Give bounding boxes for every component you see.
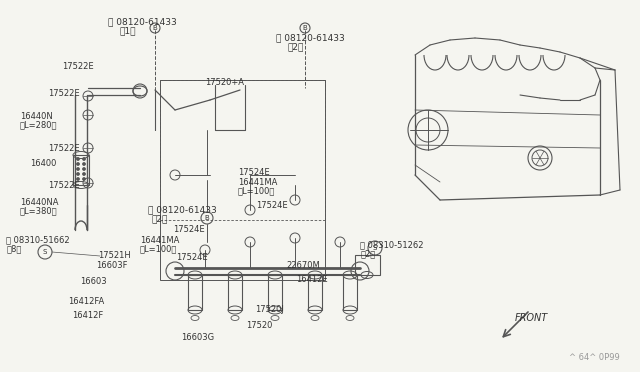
Text: （L=280）: （L=280） — [20, 121, 58, 129]
Text: 17521H: 17521H — [98, 251, 131, 260]
Text: Ⓢ 08310-51662: Ⓢ 08310-51662 — [6, 235, 70, 244]
Text: （L=100）: （L=100） — [140, 244, 177, 253]
Text: （8）: （8） — [6, 244, 22, 253]
Text: S: S — [43, 249, 47, 255]
Text: Ⓑ 08120-61433: Ⓑ 08120-61433 — [276, 33, 345, 42]
Circle shape — [83, 177, 86, 180]
Text: （2）: （2） — [288, 42, 304, 51]
Text: （2）: （2） — [360, 250, 376, 259]
Text: 17524E: 17524E — [173, 224, 205, 234]
Bar — [228, 275, 242, 310]
Text: （L=380）: （L=380） — [20, 206, 58, 215]
Text: ^ 64^ 0P99: ^ 64^ 0P99 — [569, 353, 620, 362]
Text: 16400: 16400 — [30, 158, 56, 167]
Bar — [308, 275, 322, 310]
Text: 16603G: 16603G — [181, 334, 214, 343]
Text: B: B — [152, 25, 157, 31]
Text: 16412E: 16412E — [296, 276, 328, 285]
Circle shape — [77, 173, 79, 176]
Text: 16412F: 16412F — [72, 311, 103, 321]
Text: 16440N: 16440N — [20, 112, 52, 121]
Circle shape — [77, 157, 79, 160]
Text: （L=100）: （L=100） — [238, 186, 275, 196]
Text: 16603F: 16603F — [96, 260, 127, 269]
Text: 17520: 17520 — [246, 321, 273, 330]
Circle shape — [77, 167, 79, 170]
Text: 16412FA: 16412FA — [68, 296, 104, 305]
Bar — [355, 255, 380, 275]
Circle shape — [83, 163, 86, 166]
Circle shape — [77, 177, 79, 180]
Bar — [268, 275, 282, 310]
Text: 17524E: 17524E — [238, 167, 269, 176]
Text: （2）: （2） — [152, 215, 168, 224]
Text: 16603: 16603 — [80, 278, 107, 286]
Text: B: B — [303, 25, 307, 31]
Text: （1）: （1） — [120, 26, 136, 35]
Bar — [343, 275, 357, 310]
Text: Ⓢ 08310-51262: Ⓢ 08310-51262 — [360, 241, 424, 250]
Bar — [73, 155, 89, 185]
Text: S: S — [373, 245, 377, 251]
Text: 17522E: 17522E — [48, 180, 79, 189]
Circle shape — [83, 157, 86, 160]
Text: 17520J: 17520J — [255, 305, 284, 314]
Text: 16441MA: 16441MA — [140, 235, 179, 244]
Circle shape — [83, 173, 86, 176]
Text: B: B — [205, 215, 209, 221]
Text: 17522E: 17522E — [48, 89, 79, 97]
Text: 16440NA: 16440NA — [20, 198, 58, 206]
Text: 17520+A: 17520+A — [205, 77, 244, 87]
Text: 17524E: 17524E — [256, 201, 287, 209]
Bar — [160, 80, 325, 280]
Bar — [188, 275, 202, 310]
Text: 16441MA: 16441MA — [238, 177, 277, 186]
Circle shape — [83, 167, 86, 170]
Text: Ⓑ 08120-61433: Ⓑ 08120-61433 — [148, 205, 217, 215]
Text: 17522E: 17522E — [62, 61, 93, 71]
Text: 22670M: 22670M — [286, 260, 320, 269]
Text: 17524E: 17524E — [176, 253, 207, 263]
Circle shape — [77, 163, 79, 166]
Text: FRONT: FRONT — [515, 313, 548, 323]
Text: Ⓑ 08120-61433: Ⓑ 08120-61433 — [108, 17, 177, 26]
Text: 17522E: 17522E — [48, 144, 79, 153]
